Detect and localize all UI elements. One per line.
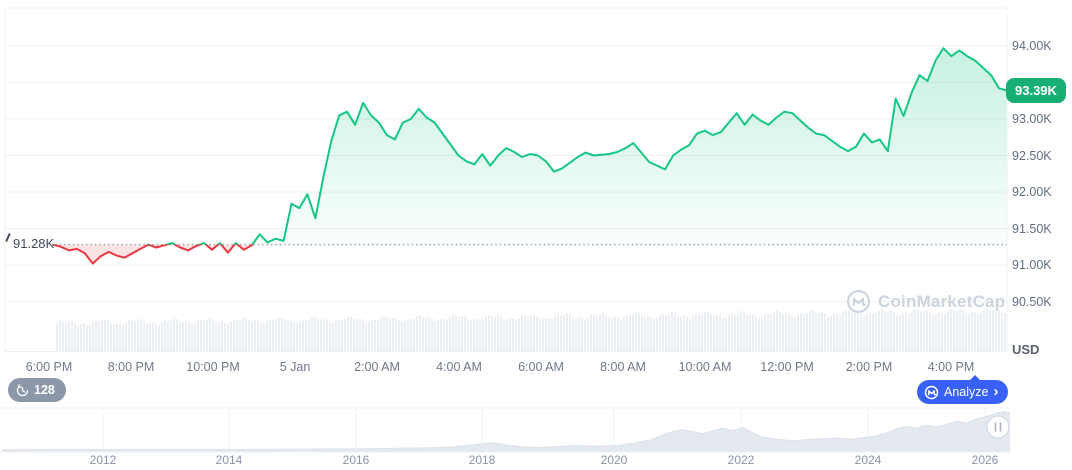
- timeline-year-label: 2024: [854, 453, 882, 467]
- history-clock-icon: [16, 383, 29, 396]
- y-axis-label: 91.00K: [1012, 258, 1052, 272]
- x-axis-label: 10:00 AM: [678, 360, 732, 374]
- price-line-down: [52, 244, 254, 265]
- price-chart-svg[interactable]: [0, 0, 1072, 358]
- minimap-outline: [1, 410, 1011, 451]
- y-axis-label: 92.00K: [1012, 185, 1052, 199]
- price-line-up: [52, 47, 1008, 245]
- x-axis-label: 8:00 AM: [600, 360, 646, 374]
- history-count: 128: [34, 383, 55, 397]
- x-axis-label: 6:00 PM: [25, 360, 73, 374]
- timeline-minimap[interactable]: [0, 406, 1072, 454]
- x-axis-label: 12:00 PM: [760, 360, 814, 374]
- x-axis-label: 2:00 AM: [354, 360, 400, 374]
- timeline-year-label: 2022: [727, 453, 755, 467]
- x-axis-label: 10:00 PM: [186, 360, 240, 374]
- watermark: CoinMarketCap: [846, 289, 1005, 314]
- history-badge: 128: [8, 378, 66, 402]
- y-axis-label: 93.00K: [1012, 112, 1052, 126]
- coinmarketcap-logo-icon: [846, 289, 871, 314]
- analyze-label: Analyze: [944, 385, 989, 399]
- timeline-year-label: 2018: [468, 453, 496, 467]
- watermark-text: CoinMarketCap: [878, 291, 1006, 311]
- x-axis-label: 6:00 AM: [518, 360, 564, 374]
- plot-border: [4, 7, 1008, 352]
- x-axis-label: 4:00 PM: [927, 360, 975, 374]
- currency-unit-label: USD: [1012, 342, 1040, 357]
- minimap-handle[interactable]: [986, 415, 1010, 439]
- y-axis-label: 91.50K: [1012, 222, 1052, 236]
- price-area-up: [166, 48, 1007, 245]
- timeline-year-label: 2026: [971, 453, 999, 467]
- analyze-logo-icon: [924, 385, 939, 399]
- x-axis-label: 8:00 PM: [107, 360, 155, 374]
- baseline-price-label: 91.28K: [13, 236, 55, 251]
- y-axis-label: 94.00K: [1012, 39, 1052, 53]
- x-axis-label: 2:00 PM: [845, 360, 893, 374]
- y-axis-label: 90.50K: [1012, 295, 1052, 309]
- timeline-year-label: 2014: [215, 453, 243, 467]
- minimap-area[interactable]: [2, 411, 1010, 452]
- y-axis-label: 92.50K: [1012, 149, 1052, 163]
- x-axis-label: 4:00 AM: [436, 360, 482, 374]
- chevron-right-icon: ›: [993, 382, 999, 400]
- x-axis-label: 5 Jan: [279, 360, 311, 374]
- current-price-badge: 93.39K: [1006, 78, 1066, 103]
- timeline-year-label: 2016: [342, 453, 370, 467]
- volume-bars: [56, 308, 1006, 351]
- timeline-year-label: 2012: [89, 453, 117, 467]
- analyze-button[interactable]: Analyze ›: [917, 375, 1009, 404]
- timeline-year-label: 2020: [600, 453, 628, 467]
